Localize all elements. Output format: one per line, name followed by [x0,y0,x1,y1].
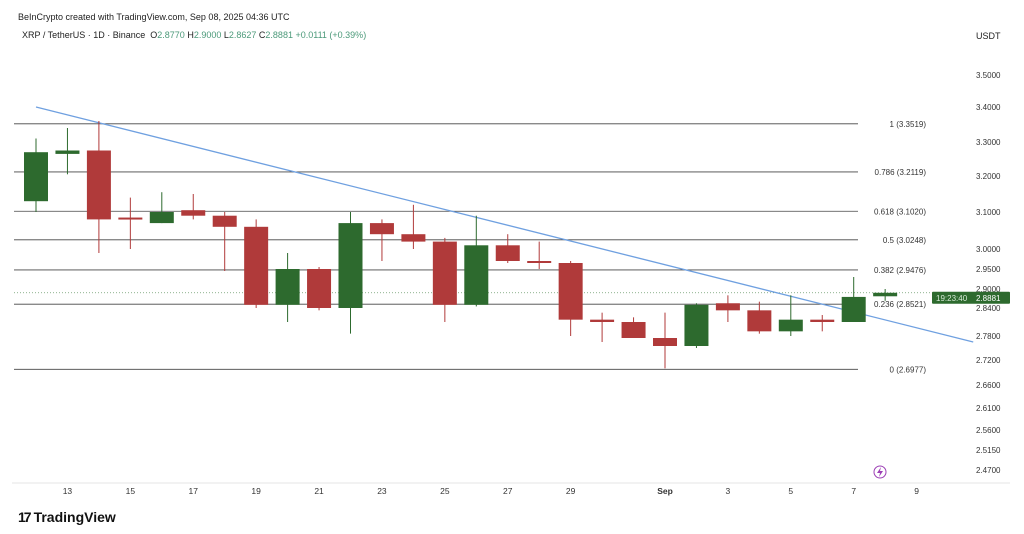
open-label: O [150,30,158,40]
tradingview-logo-icon: 17 [18,509,32,525]
candle-body [212,215,237,227]
symbol-name: XRP / TetherUS · 1D · Binance [22,30,146,40]
candle-body [338,223,363,308]
y-tick-label: 3.2000 [976,172,1001,181]
fib-level-label: 0 (2.6977) [890,365,927,374]
symbol-legend: XRP / TetherUS · 1D · Binance O2.8770 H2… [22,30,366,40]
tradingview-logo-text: TradingView [33,509,116,525]
low-value: 2.8627 [228,30,257,40]
fib-level-label: 1 (3.3519) [890,120,927,129]
x-tick-label: Sep [657,486,673,496]
candle-body [369,223,394,235]
y-tick-label: 2.7800 [976,332,1001,341]
candle-body [558,263,583,320]
x-tick-label: 29 [566,486,576,496]
y-tick-label: 3.5000 [976,71,1001,80]
candle-body [149,212,174,224]
candle-body [432,241,457,305]
x-tick-label: 3 [726,486,731,496]
y-tick-label: 2.8400 [976,304,1001,313]
candle-body [810,319,835,322]
close-value: 2.8881 [265,30,293,40]
candle-body [86,150,111,220]
descending-trendline [35,106,974,343]
currency-label: USDT [976,31,1001,41]
open-value: 2.8770 [157,30,185,40]
x-tick-label: 5 [788,486,793,496]
x-tick-label: 27 [503,486,513,496]
candle-body [590,319,615,322]
last-price-label: 2.8881 [976,294,1001,303]
y-tick-label: 2.9500 [976,265,1001,274]
candle-body [401,234,426,242]
y-tick-label: 2.6100 [976,404,1001,413]
fib-level-label: 0.5 (3.0248) [883,236,926,245]
countdown-label: 19:23:40 [936,294,968,303]
candle-body [715,303,740,311]
candle-body [621,322,646,338]
candle-body [464,245,489,305]
high-label: H [187,30,194,40]
x-tick-label: 15 [126,486,136,496]
y-tick-label: 2.5150 [976,446,1001,455]
y-tick-label: 3.3000 [976,138,1001,147]
x-tick-label: 7 [851,486,856,496]
candle-body [181,210,206,216]
y-tick-label: 3.4000 [976,103,1001,112]
candle-body [653,338,677,346]
high-value: 2.9000 [193,30,222,40]
x-tick-label: 17 [189,486,199,496]
low-label: L [223,30,229,40]
candle-body [275,269,300,305]
y-tick-label: 2.4700 [976,466,1001,475]
fib-level-label: 0.382 (2.9476) [874,266,926,275]
fib-level-label: 0.786 (3.2119) [875,168,927,177]
candle-body [873,292,898,297]
fib-level-label: 0.236 (2.8521) [874,300,926,309]
candle-body [747,310,772,332]
last-price-badge [932,291,1010,304]
y-tick-label: 2.6600 [976,381,1001,390]
x-tick-label: 9 [914,486,919,496]
tradingview-logo: 17 TradingView [18,509,116,525]
y-tick-label: 2.5600 [976,426,1001,435]
candle-body [24,152,48,202]
x-tick-label: 23 [377,486,387,496]
credit-text: BeInCrypto created with TradingView.com,… [18,12,290,22]
fib-level-label: 0.618 (3.1020) [874,207,926,216]
y-tick-label: 2.7200 [976,356,1001,365]
candle-body [118,217,143,220]
candle-body [55,150,80,154]
y-tick-label: 3.1000 [976,208,1001,217]
candle-body [527,261,552,263]
x-tick-label: 25 [440,486,450,496]
candle-body [684,304,709,346]
close-label: C [258,30,266,40]
lightning-bolt-icon [877,467,883,477]
x-tick-label: 21 [314,486,324,496]
candle-body [841,296,866,322]
x-tick-label: 13 [63,486,73,496]
candle-body [244,226,269,305]
candle-body [778,319,803,332]
candle-body [307,269,332,308]
y-tick-label: 2.9000 [976,285,1001,294]
x-tick-label: 19 [251,486,261,496]
lightning-icon [873,465,887,479]
candle-body [495,245,520,261]
change-value: +0.0111 (+0.39%) [295,30,367,40]
y-tick-label: 3.0000 [976,245,1001,254]
